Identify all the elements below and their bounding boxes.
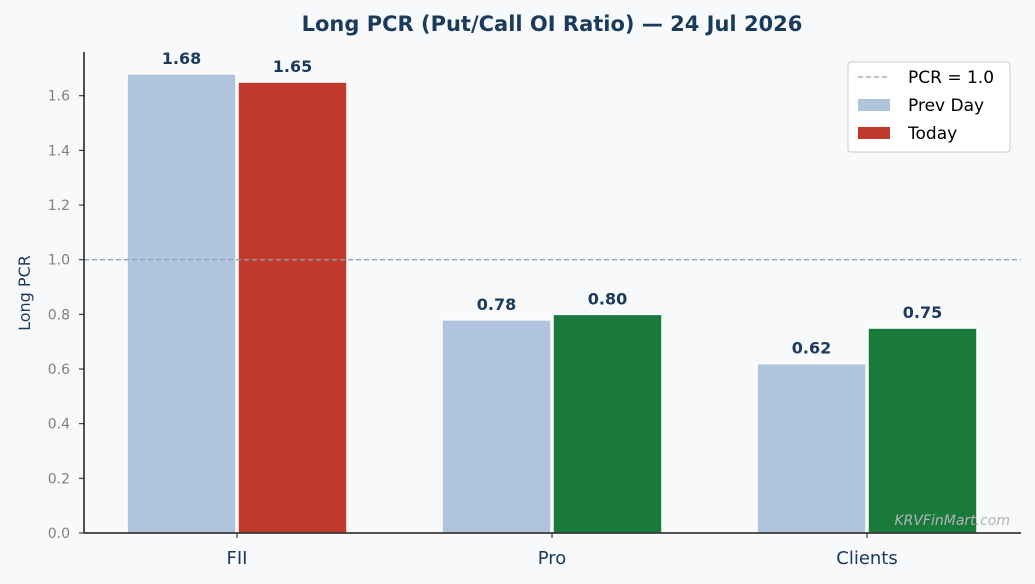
chart-title: Long PCR (Put/Call OI Ratio) — 24 Jul 20…	[302, 12, 803, 36]
value-label: 0.75	[903, 303, 942, 322]
bars-group	[126, 73, 978, 534]
legend-patch-swatch	[858, 127, 890, 139]
value-label: 1.65	[273, 57, 312, 76]
y-axis-label: Long PCR	[15, 255, 34, 331]
watermark: KRVFinMart.com	[894, 513, 1010, 529]
legend-patch-swatch	[858, 99, 890, 111]
value-label: 1.68	[162, 49, 201, 68]
y-tick-label: 0.6	[48, 362, 70, 378]
bar-prev-day-clients	[756, 362, 867, 534]
legend-label: Today	[907, 124, 957, 144]
legend: PCR = 1.0 Prev Day Today	[847, 61, 1011, 153]
y-tick-label: 0.4	[48, 417, 70, 433]
x-tick-label: FII	[227, 548, 248, 569]
bar-today-fii	[237, 81, 348, 534]
y-tick-label: 0.8	[48, 307, 70, 323]
value-label: 0.78	[477, 295, 516, 314]
y-tick-label: 0.0	[48, 526, 70, 542]
legend-label: Prev Day	[908, 96, 984, 116]
x-axis-ticks: FII Pro Clients	[227, 533, 898, 569]
value-label: 0.62	[792, 339, 831, 358]
x-tick-label: Pro	[538, 548, 567, 569]
bar-today-pro	[552, 313, 663, 534]
bar-today-clients	[867, 327, 978, 534]
y-tick-label: 1.2	[48, 198, 70, 214]
bar-prev-day-fii	[126, 73, 237, 534]
value-label: 0.80	[588, 289, 627, 308]
value-labels-group: 1.68 1.65 0.78 0.80 0.62 0.75	[162, 49, 942, 358]
y-tick-label: 1.6	[48, 89, 70, 105]
bar-prev-day-pro	[441, 319, 552, 534]
y-tick-label: 1.0	[48, 253, 70, 269]
legend-label: PCR = 1.0	[908, 68, 994, 88]
y-tick-label: 0.2	[48, 471, 70, 487]
y-tick-label: 1.4	[48, 143, 70, 159]
x-tick-label: Clients	[836, 548, 898, 569]
y-axis-ticks: 0.0 0.2 0.4 0.6 0.8 1.0 1.2 1.4 1.6	[48, 89, 84, 542]
